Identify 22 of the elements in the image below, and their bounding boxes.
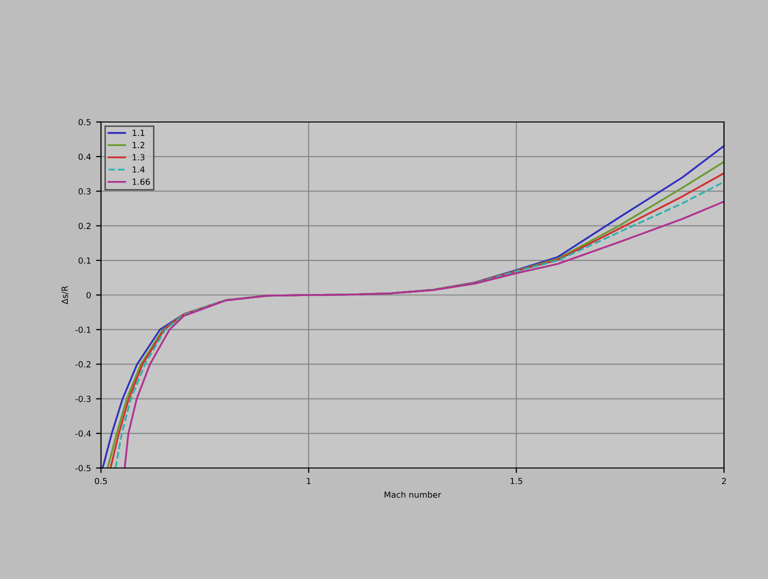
x-tick-label: 0.5 [94, 478, 107, 484]
x-tick-label: 1 [306, 478, 311, 484]
y-tick-label: 0 [86, 292, 91, 298]
x-axis-title: Mach number [384, 491, 442, 498]
y-tick-label: -0.4 [75, 430, 91, 437]
y-axis-title: Δs/R [62, 286, 69, 304]
y-tick-label: -0.2 [75, 361, 90, 368]
y-tick-label: 0.5 [78, 118, 91, 126]
y-tick-label: -0.1 [75, 326, 91, 333]
x-tick-label: 2 [722, 478, 726, 484]
y-tick-label: 0.1 [78, 257, 91, 264]
y-tick-label: -0.3 [75, 396, 91, 402]
legend-label: 1.66 [132, 178, 150, 185]
legend-label: 1.3 [132, 154, 144, 160]
legend-label: 1.2 [132, 142, 144, 148]
y-tick-label: 0.2 [78, 222, 90, 230]
y-tick-label: 0.3 [78, 188, 91, 194]
y-tick-label: -0.5 [75, 464, 91, 472]
y-tick-label: 0.4 [78, 154, 91, 160]
x-tick-label: 1.5 [510, 478, 522, 484]
legend-label: 1.4 [132, 166, 145, 173]
legend-label: 1.1 [132, 130, 144, 136]
